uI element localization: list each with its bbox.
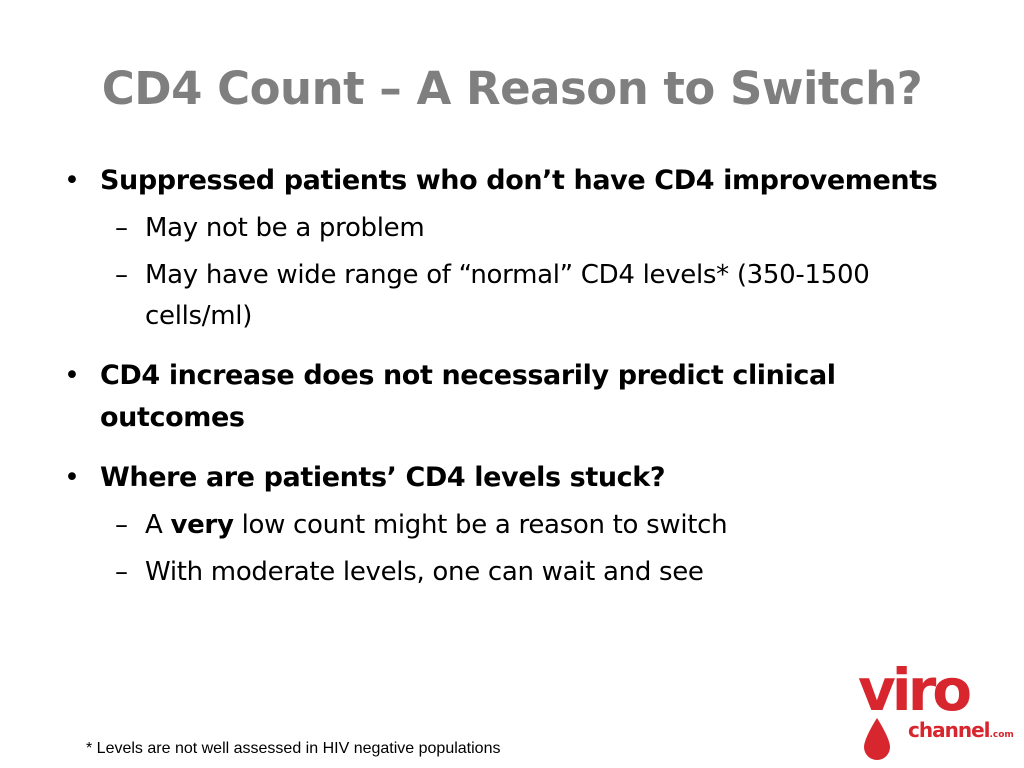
bullet-item: • CD4 increase does not necessarily pred… (60, 355, 960, 439)
blood-drop-icon (864, 718, 890, 760)
bullet-icon: • (64, 462, 80, 493)
dash-icon: – (115, 213, 128, 243)
dash-icon: – (115, 260, 128, 290)
sub-text-emphasis: very (170, 510, 234, 540)
sub-item: – With moderate levels, one can wait and… (60, 552, 960, 593)
logo-com-text: .com (989, 730, 1014, 740)
bullet-item: • Where are patients’ CD4 levels stuck? (60, 457, 960, 499)
bullet-icon: • (64, 360, 80, 391)
footnote: * Levels are not well assessed in HIV ne… (86, 740, 501, 757)
dash-icon: – (115, 557, 128, 587)
logo-channel-text: channel (908, 718, 990, 742)
sub-item: – May not be a problem (60, 208, 960, 249)
sub-item: – A very low count might be a reason to … (60, 505, 960, 546)
bullet-text: CD4 increase does not necessarily predic… (100, 360, 836, 433)
bullet-item: • Suppressed patients who don’t have CD4… (60, 160, 960, 202)
sub-text: With moderate levels, one can wait and s… (145, 557, 704, 587)
sub-item: – May have wide range of “normal” CD4 le… (60, 255, 960, 337)
dash-icon: – (115, 510, 128, 540)
sub-text-prefix: A (145, 510, 171, 540)
bullet-icon: • (64, 165, 80, 196)
slide-content: • Suppressed patients who don’t have CD4… (60, 160, 960, 593)
sub-text: May have wide range of “normal” CD4 leve… (145, 260, 870, 331)
bullet-text: Where are patients’ CD4 levels stuck? (100, 462, 666, 493)
sub-text-suffix: low count might be a reason to switch (233, 510, 728, 540)
bullet-text: Suppressed patients who don’t have CD4 i… (100, 165, 938, 196)
slide-title: CD4 Count – A Reason to Switch? (101, 62, 923, 115)
logo-word-channel: channel.com (908, 718, 1014, 742)
sub-text: May not be a problem (145, 213, 425, 243)
viro-channel-logo: viro channel.com (858, 656, 1018, 764)
logo-word-viro: viro (858, 656, 972, 724)
